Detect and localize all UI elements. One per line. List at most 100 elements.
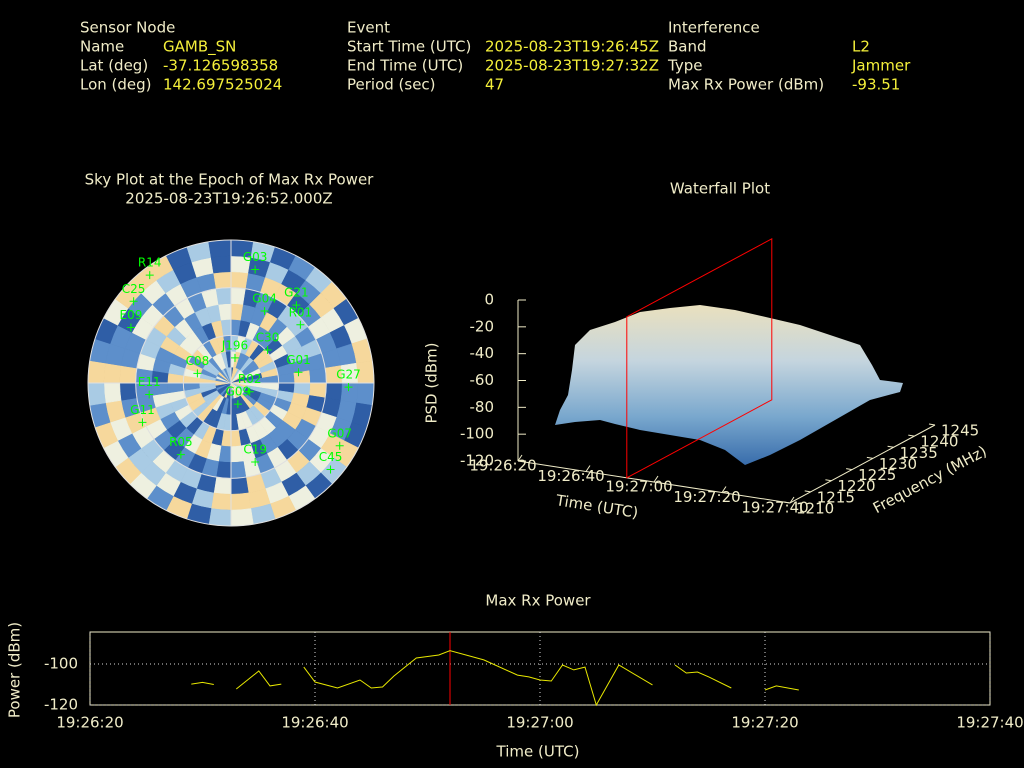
x-tick bbox=[721, 486, 727, 493]
satellite-marker bbox=[251, 458, 260, 467]
x-tick bbox=[585, 465, 591, 472]
chart-title: Max Rx Power bbox=[485, 592, 591, 610]
satellite: R01 bbox=[289, 305, 313, 329]
chart-title: Sky Plot at the Epoch of Max Rx Power bbox=[85, 171, 375, 189]
epoch-plane bbox=[626, 237, 773, 479]
sky-cell bbox=[340, 382, 359, 404]
satellite: R14 bbox=[138, 256, 162, 280]
satellite-marker bbox=[233, 400, 242, 409]
y-tick bbox=[783, 501, 791, 504]
satellite-marker bbox=[344, 383, 353, 392]
x-tick-label: 19:27:40 bbox=[956, 714, 1023, 732]
sky-cell bbox=[230, 445, 244, 463]
satellite: G21 bbox=[284, 286, 309, 310]
x-tick-label: 19:27:20 bbox=[673, 488, 740, 506]
satellite: G27 bbox=[336, 368, 361, 392]
satellite: G07 bbox=[327, 426, 352, 450]
info-value: 47 bbox=[485, 76, 504, 94]
sky-cell bbox=[213, 271, 232, 290]
z-tick-label: -120 bbox=[460, 452, 494, 470]
info-key: Lat (deg) bbox=[80, 57, 148, 75]
y-tick-label: 1225 bbox=[858, 466, 896, 484]
satellite: C19 bbox=[243, 443, 267, 467]
power-line bbox=[303, 650, 653, 707]
info-key: Lon (deg) bbox=[80, 76, 152, 94]
x-tick-label: 19:26:20 bbox=[56, 714, 123, 732]
satellite-label: G07 bbox=[327, 426, 352, 440]
satellite-label: C08 bbox=[186, 354, 210, 368]
sky-cell bbox=[210, 492, 232, 511]
sky-cell bbox=[210, 255, 232, 274]
satellite: G11 bbox=[130, 403, 155, 427]
y-axis-label: Power (dBm) bbox=[6, 622, 24, 718]
satellite: C30 bbox=[256, 331, 279, 355]
satellite-label: G03 bbox=[243, 250, 268, 264]
info-value: L2 bbox=[852, 38, 870, 56]
satellite: C45 bbox=[319, 450, 342, 474]
sky-cell bbox=[119, 365, 138, 384]
satellite-label: C19 bbox=[243, 443, 267, 457]
sky-cell bbox=[230, 492, 252, 511]
sky-cell bbox=[103, 362, 122, 384]
satellite-label: R05 bbox=[169, 435, 193, 449]
y-tick-label: 1230 bbox=[879, 455, 917, 473]
x-tick bbox=[789, 496, 795, 504]
z-tick-label: -60 bbox=[470, 371, 495, 389]
y-tick bbox=[804, 490, 811, 493]
info-key: Name bbox=[80, 38, 124, 56]
satellite: E09 bbox=[120, 308, 143, 332]
x-tick-label: 19:27:00 bbox=[506, 714, 573, 732]
info-heading: Event bbox=[347, 19, 390, 37]
satellite: G09 bbox=[226, 385, 250, 409]
sky-cell bbox=[324, 382, 343, 401]
satellite: C25 bbox=[122, 282, 145, 306]
info-heading: Interference bbox=[668, 19, 760, 37]
y-tick-label: -120 bbox=[44, 696, 78, 714]
info-value: -93.51 bbox=[852, 76, 900, 94]
satellite: G03 bbox=[243, 250, 268, 274]
satellite: R02 bbox=[238, 372, 262, 396]
satellite-marker bbox=[145, 390, 154, 399]
y-tick-label: 1210 bbox=[796, 500, 834, 518]
info-value: 2025-08-23T19:27:32Z bbox=[485, 57, 659, 75]
sky-cell bbox=[119, 382, 138, 401]
z-tick-label: -20 bbox=[470, 317, 495, 335]
x-tick bbox=[653, 475, 659, 483]
satellite-marker bbox=[260, 306, 269, 315]
info-key: Period (sec) bbox=[347, 76, 436, 94]
satellite-label: E09 bbox=[120, 308, 143, 322]
info-value: 2025-08-23T19:26:45Z bbox=[485, 38, 659, 56]
info-key: Max Rx Power (dBm) bbox=[668, 76, 824, 94]
satellite-label: R01 bbox=[289, 305, 313, 319]
satellite-label: E11 bbox=[138, 375, 161, 389]
chart-title: Waterfall Plot bbox=[670, 180, 770, 198]
info-heading: Sensor Node bbox=[80, 19, 175, 37]
y-tick bbox=[908, 434, 915, 437]
y-tick bbox=[887, 445, 894, 448]
sky-cell bbox=[208, 239, 232, 258]
sky-cell bbox=[103, 382, 122, 404]
sky-cell bbox=[213, 476, 232, 495]
y-tick-label: -100 bbox=[44, 654, 78, 672]
satellite-marker bbox=[230, 353, 239, 362]
z-tick-label: -80 bbox=[470, 398, 495, 416]
info-key: Start Time (UTC) bbox=[347, 38, 471, 56]
satellite-label: G21 bbox=[284, 286, 309, 300]
sky-cell bbox=[230, 508, 254, 527]
satellite-label: J196 bbox=[221, 338, 248, 352]
x-axis-label: Time (UTC) bbox=[554, 491, 640, 522]
satellite-marker bbox=[138, 418, 147, 427]
sky-cell bbox=[208, 508, 232, 527]
x-tick-label: 19:27:40 bbox=[741, 499, 808, 517]
satellite-marker bbox=[326, 465, 335, 474]
satellite: R05 bbox=[169, 435, 193, 459]
info-key: Type bbox=[667, 57, 702, 75]
z-axis-label: PSD (dBm) bbox=[423, 342, 441, 423]
satellite-marker bbox=[263, 346, 272, 355]
satellite-marker bbox=[193, 369, 202, 378]
waterfall-surface bbox=[555, 305, 903, 465]
x-tick-label: 19:27:00 bbox=[605, 478, 672, 496]
info-value: -37.126598358 bbox=[163, 57, 278, 75]
